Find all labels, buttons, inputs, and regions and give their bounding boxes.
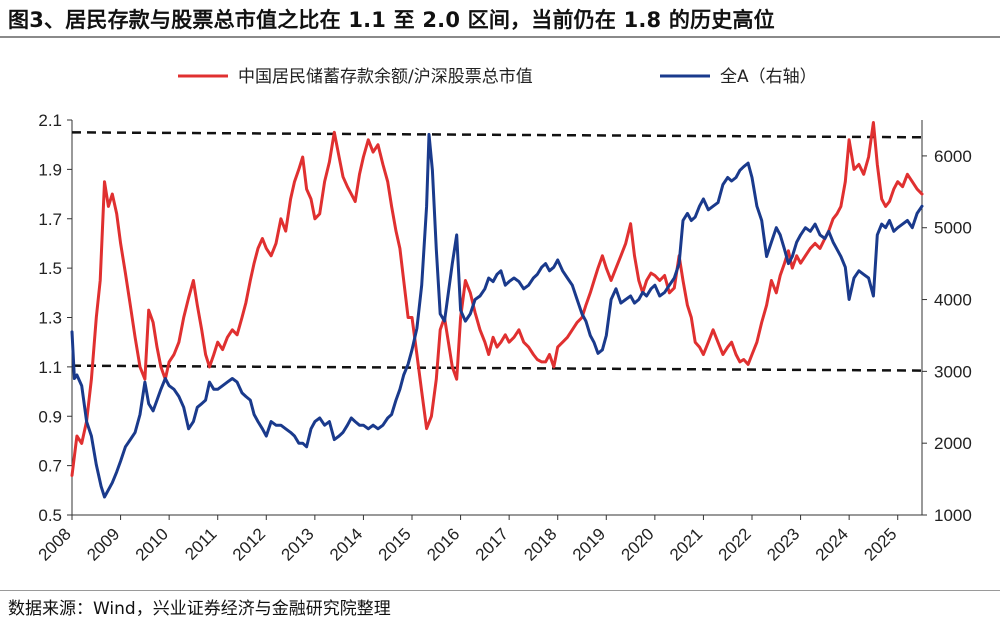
y-left-tick-label: 1.5 <box>38 259 62 278</box>
y-left-tick-label: 1.3 <box>38 309 62 328</box>
x-tick-label: 2025 <box>860 524 900 564</box>
x-tick-label: 2022 <box>715 524 755 564</box>
footer-divider <box>0 590 1000 591</box>
upper-reference-line <box>71 131 923 139</box>
x-tick-label: 2023 <box>763 524 803 564</box>
x-tick-label: 2010 <box>132 524 172 564</box>
lower-reference-line <box>71 364 923 372</box>
x-tick-label: 2009 <box>83 524 123 564</box>
y-right-tick-label: 4000 <box>934 291 972 310</box>
series-line-index <box>70 132 924 499</box>
y-right-tick-label: 6000 <box>934 147 972 166</box>
x-tick-label: 2016 <box>423 524 463 564</box>
x-tick-label: 2020 <box>618 524 658 564</box>
x-tick-label: 2015 <box>375 524 415 564</box>
x-tick-label: 2021 <box>666 524 706 564</box>
y-right-tick-label: 5000 <box>934 219 972 238</box>
x-tick-label: 2018 <box>520 524 560 564</box>
series-line-ratio <box>70 121 924 477</box>
x-tick-label: 2013 <box>278 524 318 564</box>
y-right-tick-label: 2000 <box>934 434 972 453</box>
chart-canvas: 中国居民储蓄存款余额/沪深股票总市值 全A（右轴） 0.5 0.7 0.9 1.1 1.… <box>35 67 972 565</box>
y-right-tick-label: 1000 <box>934 506 972 525</box>
series-lines <box>70 121 924 499</box>
x-tick-label: 2014 <box>326 524 366 564</box>
legend-label-index: 全A（右轴） <box>720 67 817 87</box>
y-left-tick-label: 1.7 <box>38 210 62 229</box>
title-divider <box>0 36 1000 38</box>
chart-title: 图3、居民存款与股票总市值之比在 1.1 至 2.0 区间，当前仍在 1.8 的… <box>8 8 775 32</box>
y-left-tick-label: 2.1 <box>38 111 62 130</box>
x-tick-label: 2012 <box>229 524 269 564</box>
y-left-tick-label: 1.1 <box>38 358 62 377</box>
source-note: 数据来源：Wind，兴业证券经济与金融研究院整理 <box>8 599 391 619</box>
x-tick-label: 2017 <box>472 524 512 564</box>
y-right-tick-label: 3000 <box>934 362 972 381</box>
x-tick-label: 2011 <box>181 524 220 563</box>
reference-lines <box>71 131 923 372</box>
legend-label-ratio: 中国居民储蓄存款余额/沪深股票总市值 <box>238 67 533 87</box>
x-tick-label: 2024 <box>812 524 852 564</box>
y-left-tick-label: 0.5 <box>38 506 62 525</box>
y-left-tick-label: 0.9 <box>38 407 62 426</box>
x-tick-label: 2019 <box>569 524 609 564</box>
x-tick-label: 2008 <box>35 524 75 564</box>
y-left-tick-label: 1.9 <box>38 160 62 179</box>
legend: 中国居民储蓄存款余额/沪深股票总市值 全A（右轴） <box>178 67 817 87</box>
y-left-tick-label: 0.7 <box>38 457 62 476</box>
